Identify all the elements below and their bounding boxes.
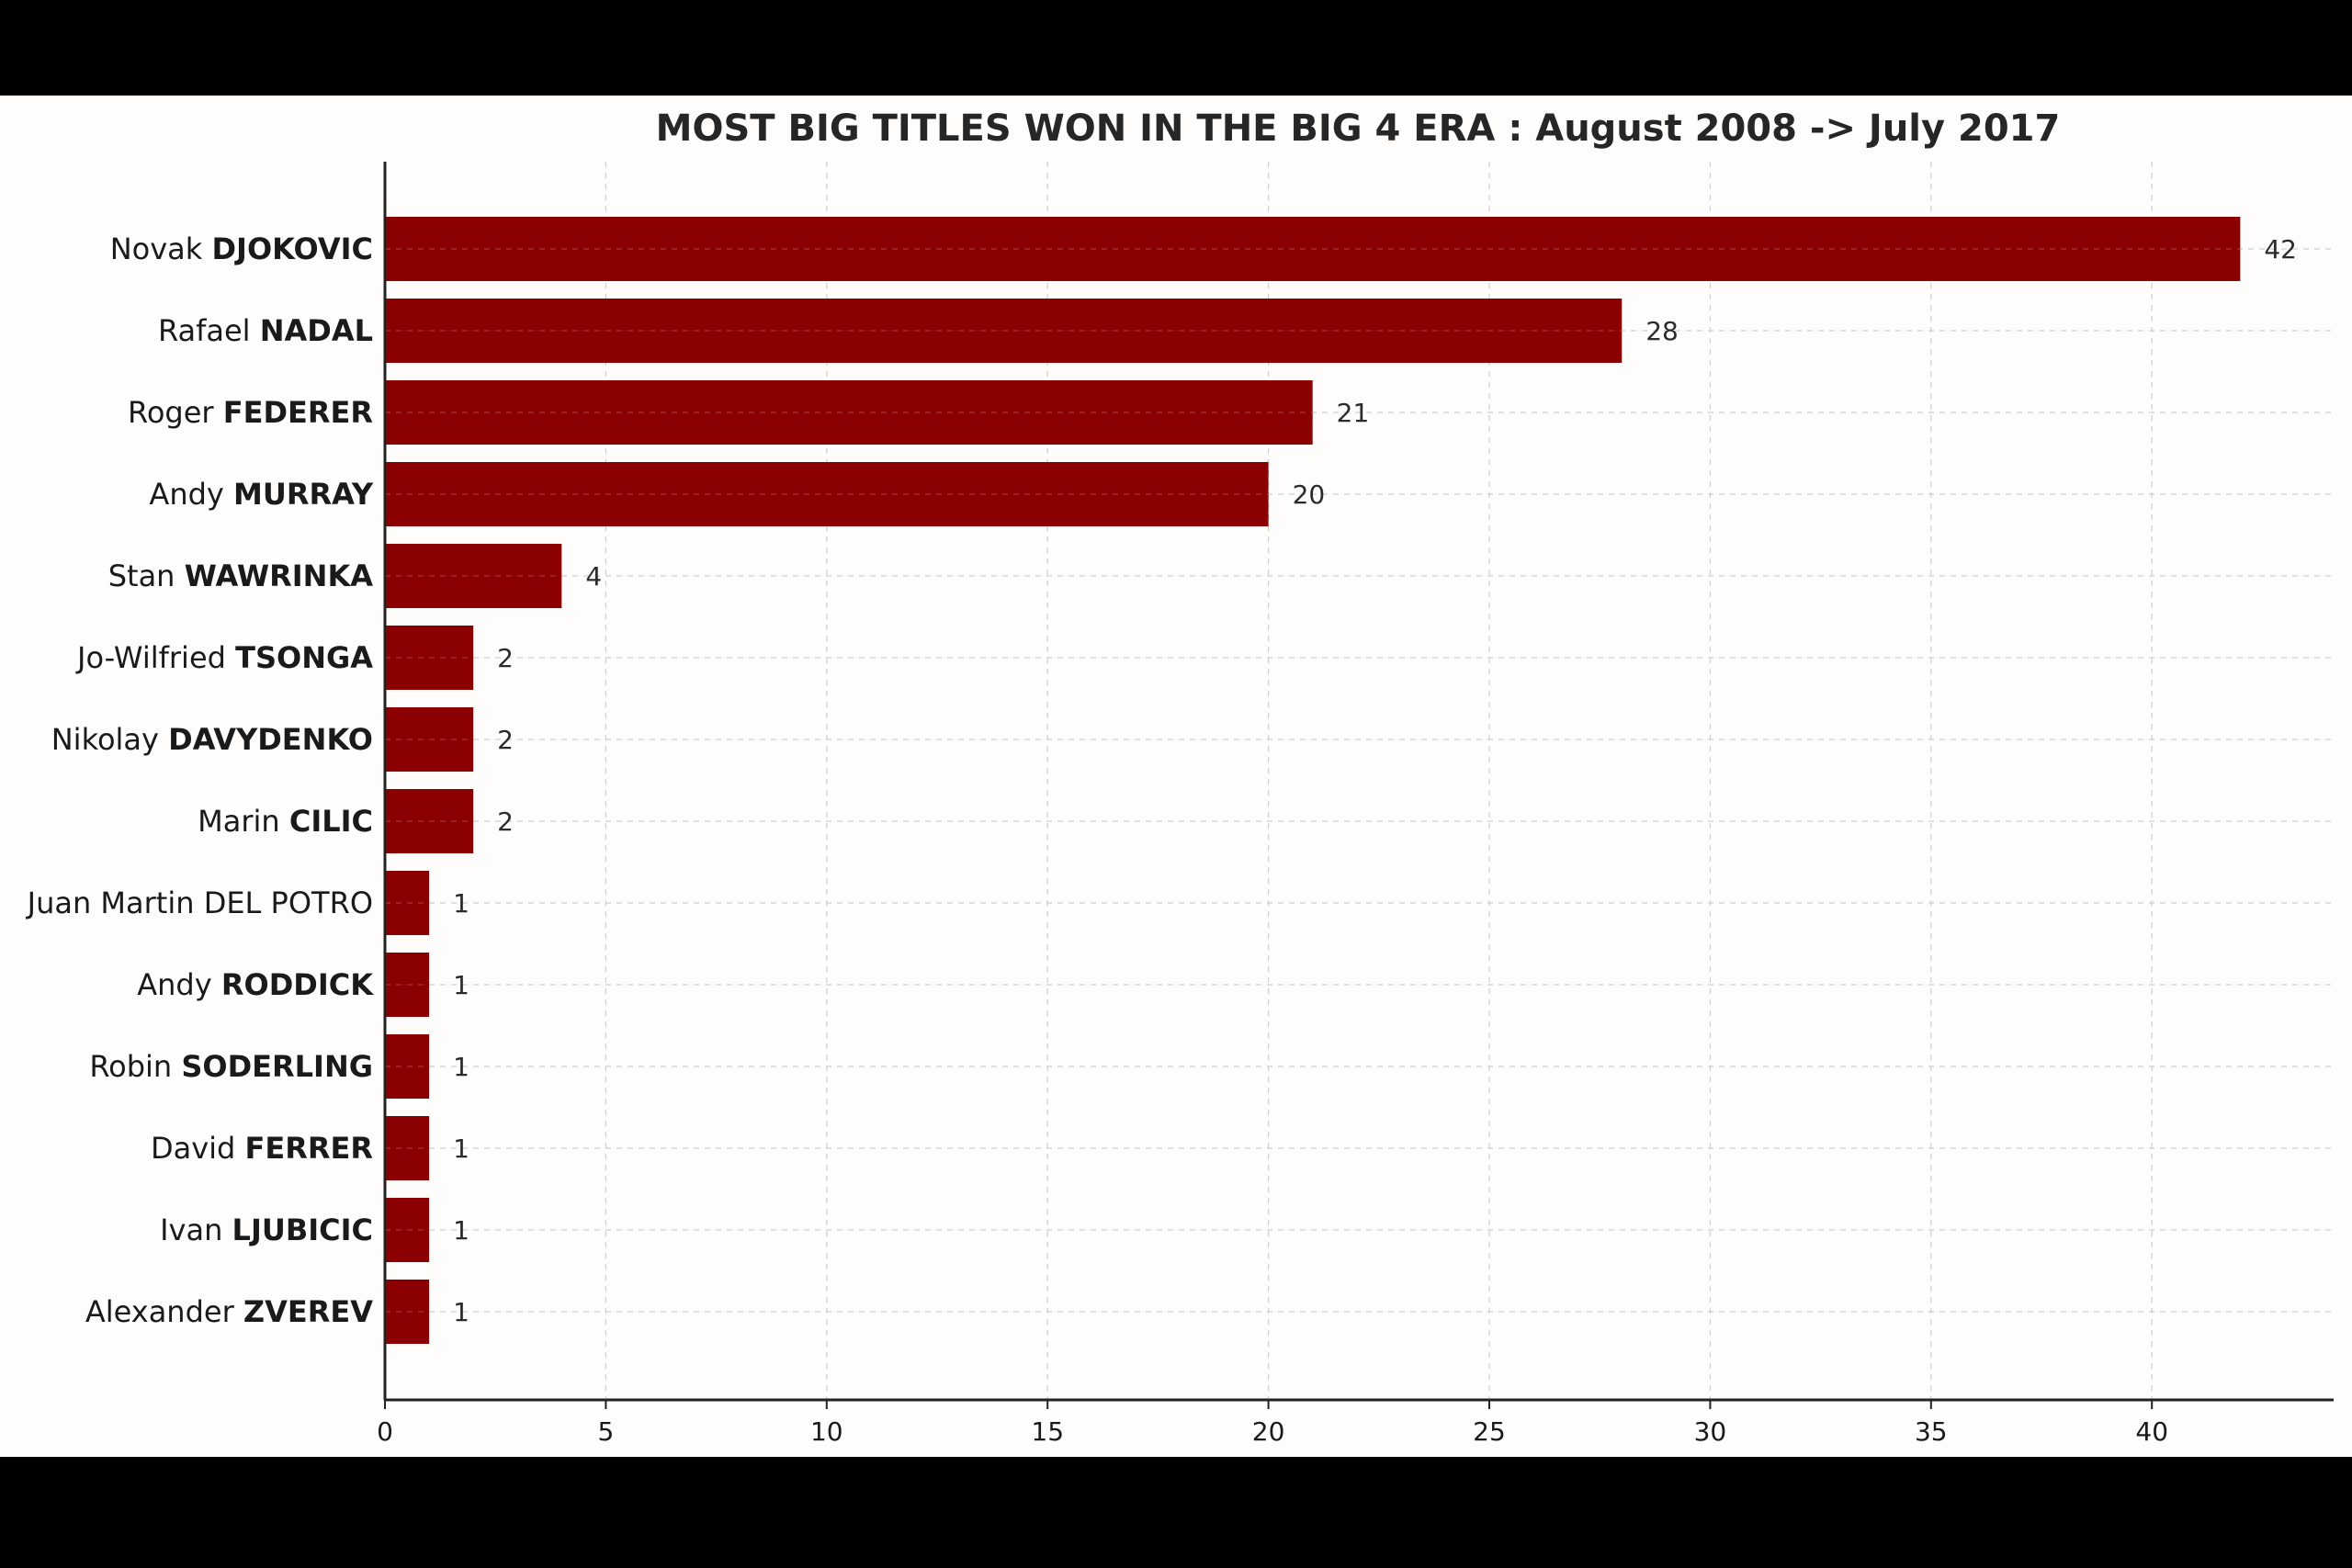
x-tick-label: 25 (1473, 1416, 1506, 1447)
value-label: 1 (453, 1052, 469, 1082)
value-label: 42 (2264, 234, 2297, 265)
last-name: LJUBICIC (232, 1213, 373, 1247)
x-axis-ticks: 0 5 10 15 20 25 30 35 40 (377, 1400, 2168, 1447)
value-label: 1 (453, 888, 469, 919)
value-label: 1 (453, 1215, 469, 1246)
first-name: Alexander (85, 1294, 243, 1329)
x-tick-label: 30 (1694, 1416, 1727, 1447)
first-name: Rafael (158, 313, 260, 348)
y-category-label: Stan WAWRINKA (108, 558, 374, 593)
y-category-label: Nikolay DAVYDENKO (51, 722, 373, 757)
y-category-label: Andy RODDICK (137, 967, 374, 1002)
last-name: RODDICK (221, 967, 374, 1002)
first-name: David (151, 1131, 245, 1166)
bars (385, 217, 2241, 1344)
first-name: Andy (137, 967, 221, 1002)
last-name: ZVEREV (243, 1294, 373, 1329)
last-name: DJOKOVIC (211, 231, 373, 266)
y-category-label: Marin CILIC (198, 804, 373, 839)
last-name: DAVYDENKO (168, 722, 373, 757)
value-label: 1 (453, 1134, 469, 1164)
first-name: Nikolay (51, 722, 168, 757)
bar-chart: MOST BIG TITLES WON IN THE BIG 4 ERA : A… (26, 107, 2334, 1447)
y-category-label: Roger FEDERER (128, 395, 373, 430)
last-name: NADAL (260, 313, 373, 348)
chart-panel: MOST BIG TITLES WON IN THE BIG 4 ERA : A… (0, 96, 2352, 1457)
value-label: 1 (453, 970, 469, 1000)
last-name: FERRER (245, 1131, 374, 1166)
last-name: MURRAY (233, 477, 374, 512)
first-name: Andy (149, 477, 233, 512)
x-tick-label: 5 (597, 1416, 614, 1447)
y-category-label: Juan Martin DEL POTRO (26, 886, 373, 920)
y-category-label: Ivan LJUBICIC (160, 1213, 373, 1247)
y-axis-labels: Novak DJOKOVIC Rafael NADAL Roger FEDERER A… (26, 231, 375, 1329)
x-tick-label: 10 (810, 1416, 843, 1447)
first-name: Novak (110, 231, 212, 266)
x-tick-label: 40 (2135, 1416, 2168, 1447)
first-name: Stan (108, 558, 185, 593)
last-name: WAWRINKA (185, 558, 374, 593)
x-tick-label: 20 (1252, 1416, 1285, 1447)
first-name: Juan Martin (26, 886, 204, 920)
last-name: FEDERER (223, 395, 373, 430)
first-name: Ivan (160, 1213, 232, 1247)
last-name: SODERLING (181, 1049, 373, 1084)
value-label: 20 (1293, 479, 1326, 510)
x-tick-label: 15 (1031, 1416, 1064, 1447)
value-label: 2 (497, 807, 514, 837)
x-tick-label: 35 (1915, 1416, 1948, 1447)
value-label: 1 (453, 1297, 469, 1327)
first-name: Robin (89, 1049, 181, 1084)
value-label: 21 (1337, 398, 1370, 428)
first-name: Jo-Wilfried (75, 640, 235, 675)
y-category-label: Alexander ZVEREV (85, 1294, 373, 1329)
first-name: Roger (128, 395, 223, 430)
y-category-label: David FERRER (151, 1131, 373, 1166)
y-category-label: Jo-Wilfried TSONGA (75, 640, 373, 675)
last-name: TSONGA (235, 640, 373, 675)
value-label: 28 (1645, 316, 1679, 346)
last-name: DEL POTRO (204, 886, 373, 920)
value-label: 4 (585, 561, 602, 592)
y-category-label: Andy MURRAY (149, 477, 373, 512)
gridlines (385, 162, 2334, 1400)
value-label: 2 (497, 643, 514, 673)
x-tick-label: 0 (377, 1416, 393, 1447)
value-label: 2 (497, 725, 514, 755)
y-category-label: Novak DJOKOVIC (110, 231, 373, 266)
first-name: Marin (198, 804, 289, 839)
y-category-label: Robin SODERLING (89, 1049, 373, 1084)
y-category-label: Rafael NADAL (158, 313, 373, 348)
chart-title: MOST BIG TITLES WON IN THE BIG 4 ERA : A… (656, 107, 2061, 150)
last-name: CILIC (289, 804, 373, 839)
